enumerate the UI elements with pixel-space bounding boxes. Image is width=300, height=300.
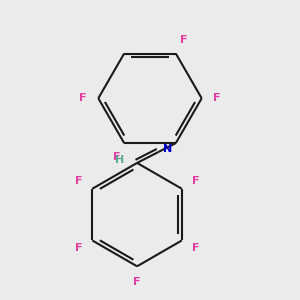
Text: F: F <box>191 243 199 253</box>
Text: F: F <box>191 176 199 186</box>
Text: F: F <box>180 35 187 45</box>
Text: H: H <box>115 155 124 165</box>
Text: F: F <box>75 243 82 253</box>
Text: F: F <box>113 152 120 161</box>
Text: F: F <box>75 176 82 186</box>
Text: F: F <box>133 277 141 287</box>
Text: F: F <box>213 93 221 103</box>
Text: N: N <box>163 144 172 154</box>
Text: F: F <box>79 93 87 103</box>
